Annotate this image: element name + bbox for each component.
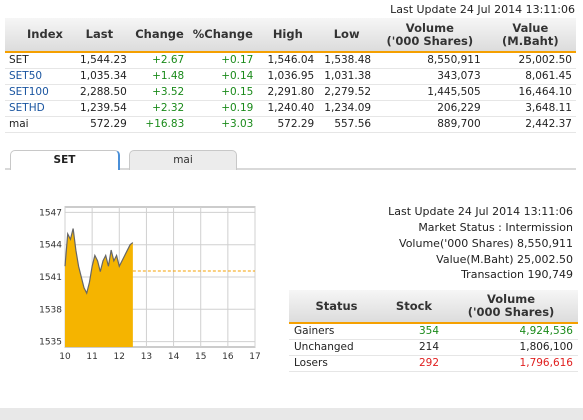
index-table: Index Last Change %Change High Low Volum…	[5, 18, 576, 133]
table-row[interactable]: mai 572.29 +16.83 +3.03 572.29 557.56 88…	[5, 116, 576, 133]
x-tick-label: 16	[222, 352, 234, 362]
col-value[interactable]: Value (M.Baht)	[484, 18, 576, 53]
index-volume: 889,700	[375, 116, 485, 133]
index-name: SET	[5, 52, 68, 69]
status-volume: 4,924,536	[444, 323, 578, 340]
index-volume: 1,445,505	[375, 84, 485, 101]
status-label: Losers	[289, 355, 384, 372]
col-low[interactable]: Low	[318, 18, 376, 53]
x-tick-label: 17	[249, 352, 260, 362]
price-area	[65, 228, 133, 347]
price-line	[64, 228, 134, 295]
col-change[interactable]: Change	[130, 18, 189, 53]
x-tick-label: 12	[114, 352, 125, 362]
info-market-status: Market Status : Intermission	[418, 220, 573, 234]
col-high[interactable]: High	[257, 18, 319, 53]
index-name-link[interactable]: SET50	[5, 68, 68, 85]
index-value: 2,442.37	[484, 116, 576, 133]
market-tabs: SET mai	[5, 148, 576, 170]
index-pct-change: +0.14	[188, 68, 258, 85]
index-value: 3,648.11	[484, 100, 576, 117]
info-transaction: Transaction 190,749	[461, 268, 573, 281]
index-name-link[interactable]: SETHD	[5, 100, 68, 117]
table-row: Losers 292 1,796,616	[289, 355, 578, 372]
index-volume: 8,550,911	[375, 52, 485, 69]
table-row[interactable]: SET 1,544.23 +2.67 +0.17 1,546.04 1,538.…	[5, 52, 576, 69]
index-high: 1,546.04	[257, 52, 319, 69]
y-tick-label: 1541	[39, 273, 62, 283]
table-row: Unchanged 214 1,806,100	[289, 339, 578, 356]
col-status-volume: Volume ('000 Shares)	[444, 290, 578, 324]
intraday-chart-svg: 10 11 12 13 14 15 16 17 1547 1544 1541 1538 1535	[39, 206, 261, 362]
col-index[interactable]: Index	[5, 18, 68, 53]
status-label: Gainers	[289, 323, 384, 340]
intraday-chart: 10 11 12 13 14 15 16 17 1547 1544 1541 1538 1535	[30, 195, 265, 365]
index-low: 557.56	[318, 116, 376, 133]
index-high: 572.29	[257, 116, 319, 133]
last-update-label: Last Update 24 Jul 2014 13:11:06	[390, 3, 575, 16]
index-name-link[interactable]: SET100	[5, 84, 68, 101]
info-last-update: Last Update 24 Jul 2014 13:11:06	[388, 205, 573, 218]
info-value: Value(M.Baht) 25,002.50	[436, 252, 573, 266]
index-name: mai	[5, 116, 68, 133]
x-tick-label: 11	[86, 352, 97, 362]
index-change: +16.83	[130, 116, 189, 133]
index-pct-change: +3.03	[188, 116, 258, 133]
y-tick-label: 1544	[39, 241, 62, 251]
index-pct-change: +0.17	[188, 52, 258, 69]
table-row[interactable]: SET50 1,035.34 +1.48 +0.14 1,036.95 1,03…	[5, 68, 576, 85]
y-tick-label: 1538	[39, 305, 62, 315]
index-last: 572.29	[67, 116, 131, 133]
x-tick-label: 13	[141, 352, 152, 362]
y-tick-label: 1535	[39, 338, 62, 348]
index-low: 1,538.48	[318, 52, 376, 69]
col-last[interactable]: Last	[67, 18, 131, 53]
index-high: 1,036.95	[257, 68, 319, 85]
tab-set[interactable]: SET	[10, 150, 120, 170]
status-stock: 354	[384, 323, 444, 340]
status-volume: 1,796,616	[444, 355, 578, 372]
table-row[interactable]: SETHD 1,239.54 +2.32 +0.19 1,240.40 1,23…	[5, 100, 576, 117]
index-volume: 343,073	[375, 68, 485, 85]
table-row[interactable]: SET100 2,288.50 +3.52 +0.15 2,291.80 2,2…	[5, 84, 576, 101]
col-status: Status	[289, 290, 384, 324]
index-last: 1,239.54	[67, 100, 131, 117]
info-volume: Volume('000 Shares) 8,550,911	[399, 237, 573, 250]
x-tick-label: 14	[168, 352, 180, 362]
index-change: +2.67	[130, 52, 189, 69]
status-label: Unchanged	[289, 339, 384, 356]
index-low: 1,234.09	[318, 100, 376, 117]
status-table-header: Status Stock Volume ('000 Shares)	[289, 290, 578, 324]
col-pct-change[interactable]: %Change	[188, 18, 258, 53]
index-pct-change: +0.15	[188, 84, 258, 101]
index-change: +2.32	[130, 100, 189, 117]
index-value: 8,061.45	[484, 68, 576, 85]
bottom-bar	[0, 408, 583, 420]
index-pct-change: +0.19	[188, 100, 258, 117]
index-high: 1,240.40	[257, 100, 319, 117]
x-tick-label: 15	[195, 352, 206, 362]
index-last: 1,035.34	[67, 68, 131, 85]
index-change: +3.52	[130, 84, 189, 101]
status-volume: 1,806,100	[444, 339, 578, 356]
index-value: 16,464.10	[484, 84, 576, 101]
status-stock: 292	[384, 355, 444, 372]
index-high: 2,291.80	[257, 84, 319, 101]
col-volume[interactable]: Volume ('000 Shares)	[375, 18, 485, 53]
col-stock: Stock	[384, 290, 444, 324]
market-status-table: Status Stock Volume ('000 Shares) Gainer…	[289, 290, 578, 372]
index-low: 2,279.52	[318, 84, 376, 101]
y-tick-label: 1547	[39, 208, 62, 218]
index-table-header: Index Last Change %Change High Low Volum…	[5, 18, 576, 53]
index-low: 1,031.38	[318, 68, 376, 85]
index-volume: 206,229	[375, 100, 485, 117]
x-tick-label: 10	[59, 352, 71, 362]
index-value: 25,002.50	[484, 52, 576, 69]
index-last: 1,544.23	[67, 52, 131, 69]
index-change: +1.48	[130, 68, 189, 85]
index-last: 2,288.50	[67, 84, 131, 101]
tab-mai[interactable]: mai	[129, 150, 237, 170]
table-row: Gainers 354 4,924,536	[289, 323, 578, 340]
status-stock: 214	[384, 339, 444, 356]
